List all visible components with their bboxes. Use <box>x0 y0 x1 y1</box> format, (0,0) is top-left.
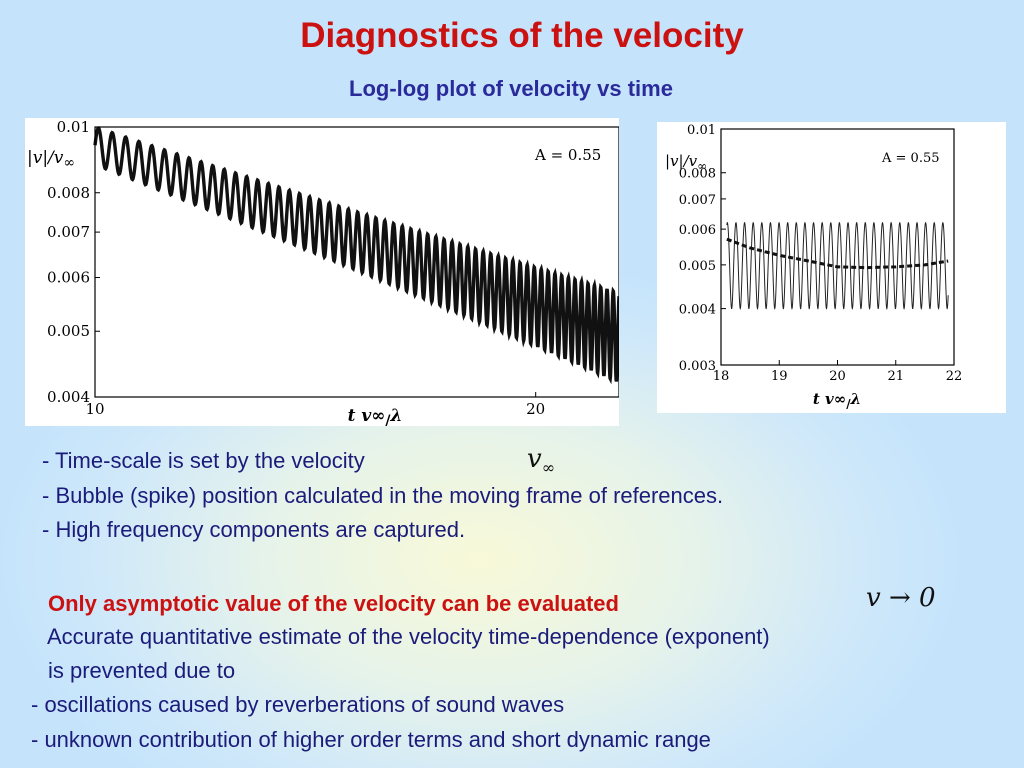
y-tick-label: 0.004 <box>47 388 90 406</box>
left-chart-panel: 0.01 0.008 0.007 0.006 0.005 0.004 10 20 A = 0.5… <box>25 118 619 426</box>
right-chart-panel: 0.01 0.008 0.007 0.006 0.005 0.004 0.003 18 19 20… <box>657 122 1006 413</box>
velocity-limit-symbol: v → 0 <box>866 583 936 613</box>
y-tick-label: 0.01 <box>687 123 716 138</box>
y-tick-label: 0.005 <box>47 322 90 340</box>
bullet-bubble-position: - Bubble (spike) position calculated in … <box>42 483 724 508</box>
y-tick-label: 0.007 <box>679 193 716 208</box>
slide-title: Diagnostics of the velocity <box>300 16 744 55</box>
y-tick-label: 0.007 <box>47 223 90 241</box>
x-tick-label: 19 <box>771 369 788 384</box>
x-axis-label: t v∞/λ <box>348 406 403 426</box>
highlight-statement: Only asymptotic value of the velocity ca… <box>48 591 619 616</box>
y-axis-label: |v|/v∞ <box>665 152 707 173</box>
annotation-label: A = 0.55 <box>534 146 601 164</box>
reason-unknown-contribution: - unknown contribution of higher order t… <box>31 727 711 752</box>
series-line-trend <box>726 237 949 270</box>
series-line-oscillating <box>726 221 949 310</box>
bullet-time-scale: - Time-scale is set by the velocity <box>42 448 365 473</box>
y-tick-label: 0.008 <box>47 184 90 202</box>
v-infinity-symbol: v∞ <box>527 444 556 478</box>
plot-frame <box>94 126 619 398</box>
x-tick-label: 18 <box>713 369 730 384</box>
y-tick-label: 0.004 <box>679 303 716 318</box>
x-tick-label: 20 <box>526 400 545 418</box>
y-tick-label: 0.008 <box>679 167 716 182</box>
y-tick-label: 0.006 <box>47 269 90 287</box>
x-tick-label: 21 <box>887 369 904 384</box>
reason-oscillations: - oscillations caused by reverberations … <box>31 692 565 717</box>
x-axis-label: t v∞/λ <box>813 390 861 411</box>
plot-frame <box>720 128 955 366</box>
annotation-label: A = 0.55 <box>881 151 940 166</box>
y-tick-label: 0.005 <box>679 259 716 274</box>
paragraph-line-1: Accurate quantitative estimate of the ve… <box>47 624 770 649</box>
x-tick-label: 10 <box>85 400 104 418</box>
bullet-high-frequency: - High frequency components are captured… <box>42 517 466 542</box>
slide-subtitle: Log-log plot of velocity vs time <box>349 76 673 101</box>
y-tick-label: 0.006 <box>679 223 716 238</box>
y-axis-label: |v|/v∞ <box>27 148 75 171</box>
paragraph-line-2: is prevented due to <box>48 658 236 683</box>
x-tick-label: 20 <box>829 369 846 384</box>
x-tick-label: 22 <box>946 369 963 384</box>
y-tick-label: 0.01 <box>57 118 90 136</box>
series-line-oscillating <box>93 126 619 385</box>
y-tick-label: 0.003 <box>679 359 716 374</box>
